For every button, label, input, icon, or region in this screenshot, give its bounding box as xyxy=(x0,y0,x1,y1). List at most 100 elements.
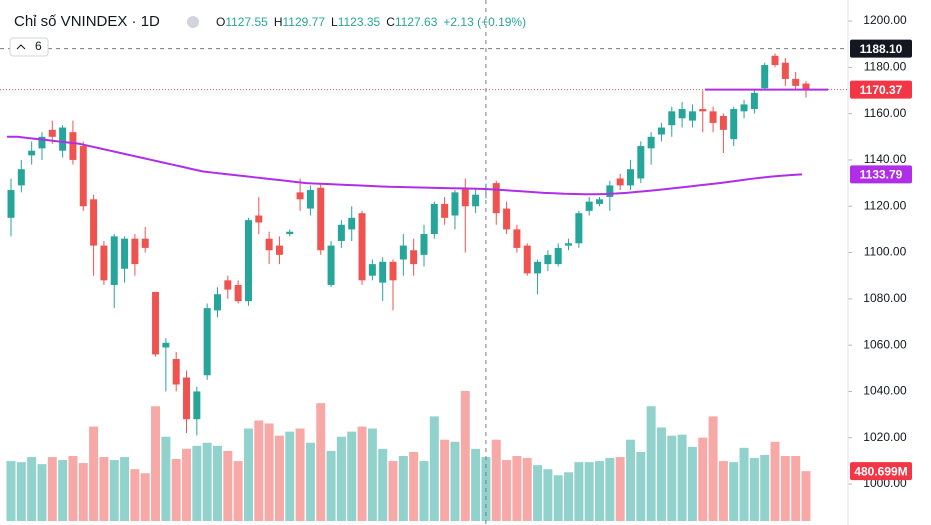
candle-body xyxy=(709,111,717,123)
volume-bar xyxy=(316,403,326,521)
candle-body xyxy=(389,261,397,281)
volume-bar xyxy=(58,460,68,521)
volume-bar xyxy=(502,460,512,521)
volume-bar xyxy=(285,431,295,521)
volume-bar xyxy=(223,450,233,521)
y-tick-label: 1040.00 xyxy=(863,384,907,398)
volume-bar xyxy=(625,439,635,521)
crosshair-price: 1188.10 xyxy=(860,42,903,56)
volume-bar xyxy=(347,431,357,521)
indicator-toggle[interactable] xyxy=(9,37,49,57)
volume-bar xyxy=(243,428,253,521)
candle-body xyxy=(657,127,665,135)
volume-bar xyxy=(553,475,563,521)
candle-body xyxy=(317,187,325,251)
candle-body xyxy=(152,291,160,355)
candle-body xyxy=(38,136,46,149)
volume-bar xyxy=(471,448,481,521)
volume-bar xyxy=(574,462,584,521)
volume-bar xyxy=(212,445,222,521)
chart-title: Chỉ số VNINDEX · 1D xyxy=(14,13,160,30)
candle-body xyxy=(193,391,201,420)
candle-body xyxy=(637,146,645,179)
y-tick-label: 1140.00 xyxy=(864,152,907,166)
volume-bar xyxy=(130,469,140,521)
candle-body xyxy=(48,129,56,137)
volume-bar xyxy=(78,463,88,521)
candle-body xyxy=(523,245,531,274)
candle-body xyxy=(399,245,407,260)
candle-body xyxy=(792,78,800,86)
volume-bar xyxy=(522,457,532,521)
candle-body xyxy=(203,308,211,376)
candle-body xyxy=(213,294,221,311)
volume-bar xyxy=(120,457,130,521)
candle-body xyxy=(224,280,232,290)
volume-bar xyxy=(233,461,243,521)
candle-body xyxy=(668,111,676,126)
volume-label: 480.699M xyxy=(854,464,907,478)
y-tick-label: 1020.00 xyxy=(863,430,907,444)
candle-body xyxy=(730,109,738,140)
candle-body xyxy=(503,208,511,230)
volume-bar xyxy=(615,457,625,521)
candle-body xyxy=(121,238,129,269)
candle-body xyxy=(28,150,36,156)
volume-bar xyxy=(192,445,202,521)
volume-bar xyxy=(151,406,161,521)
volume-label-bg xyxy=(850,462,912,481)
volume-bar xyxy=(367,428,377,521)
y-tick-label: 1060.00 xyxy=(863,337,907,351)
candle-body xyxy=(451,192,459,216)
candle-body xyxy=(626,169,634,186)
candle-body xyxy=(554,247,562,265)
volume-bar xyxy=(202,442,212,521)
volume-bar xyxy=(171,459,181,521)
volume-bar xyxy=(182,448,192,521)
candle-body xyxy=(492,183,500,214)
candle-body xyxy=(575,213,583,244)
candle-body xyxy=(472,194,480,207)
candle-body xyxy=(69,132,77,160)
candle-body xyxy=(17,169,25,186)
crosshair-price-bg xyxy=(850,39,912,58)
volume-bar xyxy=(460,391,470,521)
candle-body xyxy=(461,187,469,207)
header-value: 1127.55 xyxy=(225,15,268,29)
candle-body xyxy=(234,284,242,302)
header-value: 1127.63 xyxy=(395,15,438,29)
candle-body xyxy=(296,192,304,200)
volume-bar xyxy=(47,457,57,521)
candle-body xyxy=(286,231,294,235)
volume-bar xyxy=(109,460,119,521)
volume-bar xyxy=(378,448,388,521)
y-tick-label: 1160.00 xyxy=(864,106,907,120)
header-label: C xyxy=(386,15,395,29)
candle-body xyxy=(255,215,263,223)
volume-bar xyxy=(37,464,47,521)
volume-bar xyxy=(89,426,99,521)
volume-bar xyxy=(254,420,264,521)
candle-body xyxy=(430,203,438,235)
y-tick-label: 1180.00 xyxy=(864,60,907,74)
candle-body xyxy=(172,359,180,385)
candle-body xyxy=(544,254,552,265)
candle-body xyxy=(275,245,283,255)
volume-bar xyxy=(656,427,666,521)
volume-bar xyxy=(543,469,553,521)
header-label: L xyxy=(331,15,338,29)
volume-bar xyxy=(68,456,78,521)
candle-body xyxy=(647,136,655,149)
volume-bar xyxy=(409,451,419,521)
candle-body xyxy=(565,243,573,246)
volume-bar xyxy=(564,472,574,521)
candle-body xyxy=(771,55,779,66)
volume-bar xyxy=(749,457,759,521)
candle-body xyxy=(7,190,15,218)
candle-body xyxy=(719,115,727,130)
volume-bar xyxy=(760,454,770,521)
ma-label: 1133.79 xyxy=(860,168,903,182)
y-tick-label: 1100.00 xyxy=(864,245,907,259)
candle-body xyxy=(750,92,758,110)
candle-body xyxy=(596,199,604,204)
